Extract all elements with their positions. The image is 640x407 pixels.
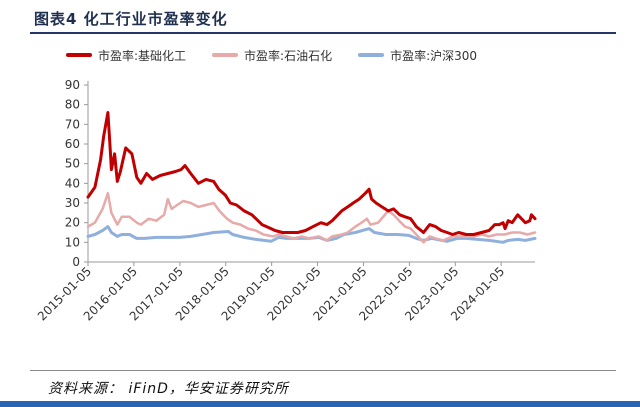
legend-label-petrochemical: 市盈率:石油石化 [244,48,333,63]
chart-legend: 市盈率:基础化工 市盈率:石油石化 市盈率:沪深300 [66,46,503,64]
legend-item-csi300: 市盈率:沪深300 [358,47,477,64]
legend-label-basic-chemical: 市盈率:基础化工 [98,48,187,63]
legend-swatch-csi300 [358,53,385,57]
y-tick-label: 60 [65,137,80,151]
legend-label-csi300: 市盈率:沪深300 [390,48,478,63]
legend-swatch-basic-chemical [66,53,92,57]
y-tick-label: 80 [65,98,80,112]
legend-swatch-petrochemical [212,53,239,57]
series-line-basic-chemical [86,111,537,236]
y-tick-label: 70 [65,117,80,131]
bottom-accent-bar [0,401,640,407]
series-line-csi300 [86,225,537,244]
figure-source: 资料来源： iFinD，华安证券研究所 [48,381,289,397]
y-tick-label: 50 [65,157,80,171]
y-tick-label: 0 [72,255,80,269]
figure-title: 图表4 化工行业市盈率变化 [34,10,228,28]
y-tick-label: 90 [65,78,80,92]
y-tick-label: 10 [65,235,80,249]
y-tick-label: 20 [65,216,80,230]
legend-item-petrochemical: 市盈率:石油石化 [212,47,332,64]
y-tick-label: 40 [65,176,80,190]
series-line-petrochemical [86,191,537,244]
title-divider [30,32,616,34]
source-divider [30,370,616,371]
y-tick-label: 30 [65,196,80,210]
chart-series-layer [86,111,537,244]
legend-item-basic-chemical: 市盈率:基础化工 [66,47,186,64]
